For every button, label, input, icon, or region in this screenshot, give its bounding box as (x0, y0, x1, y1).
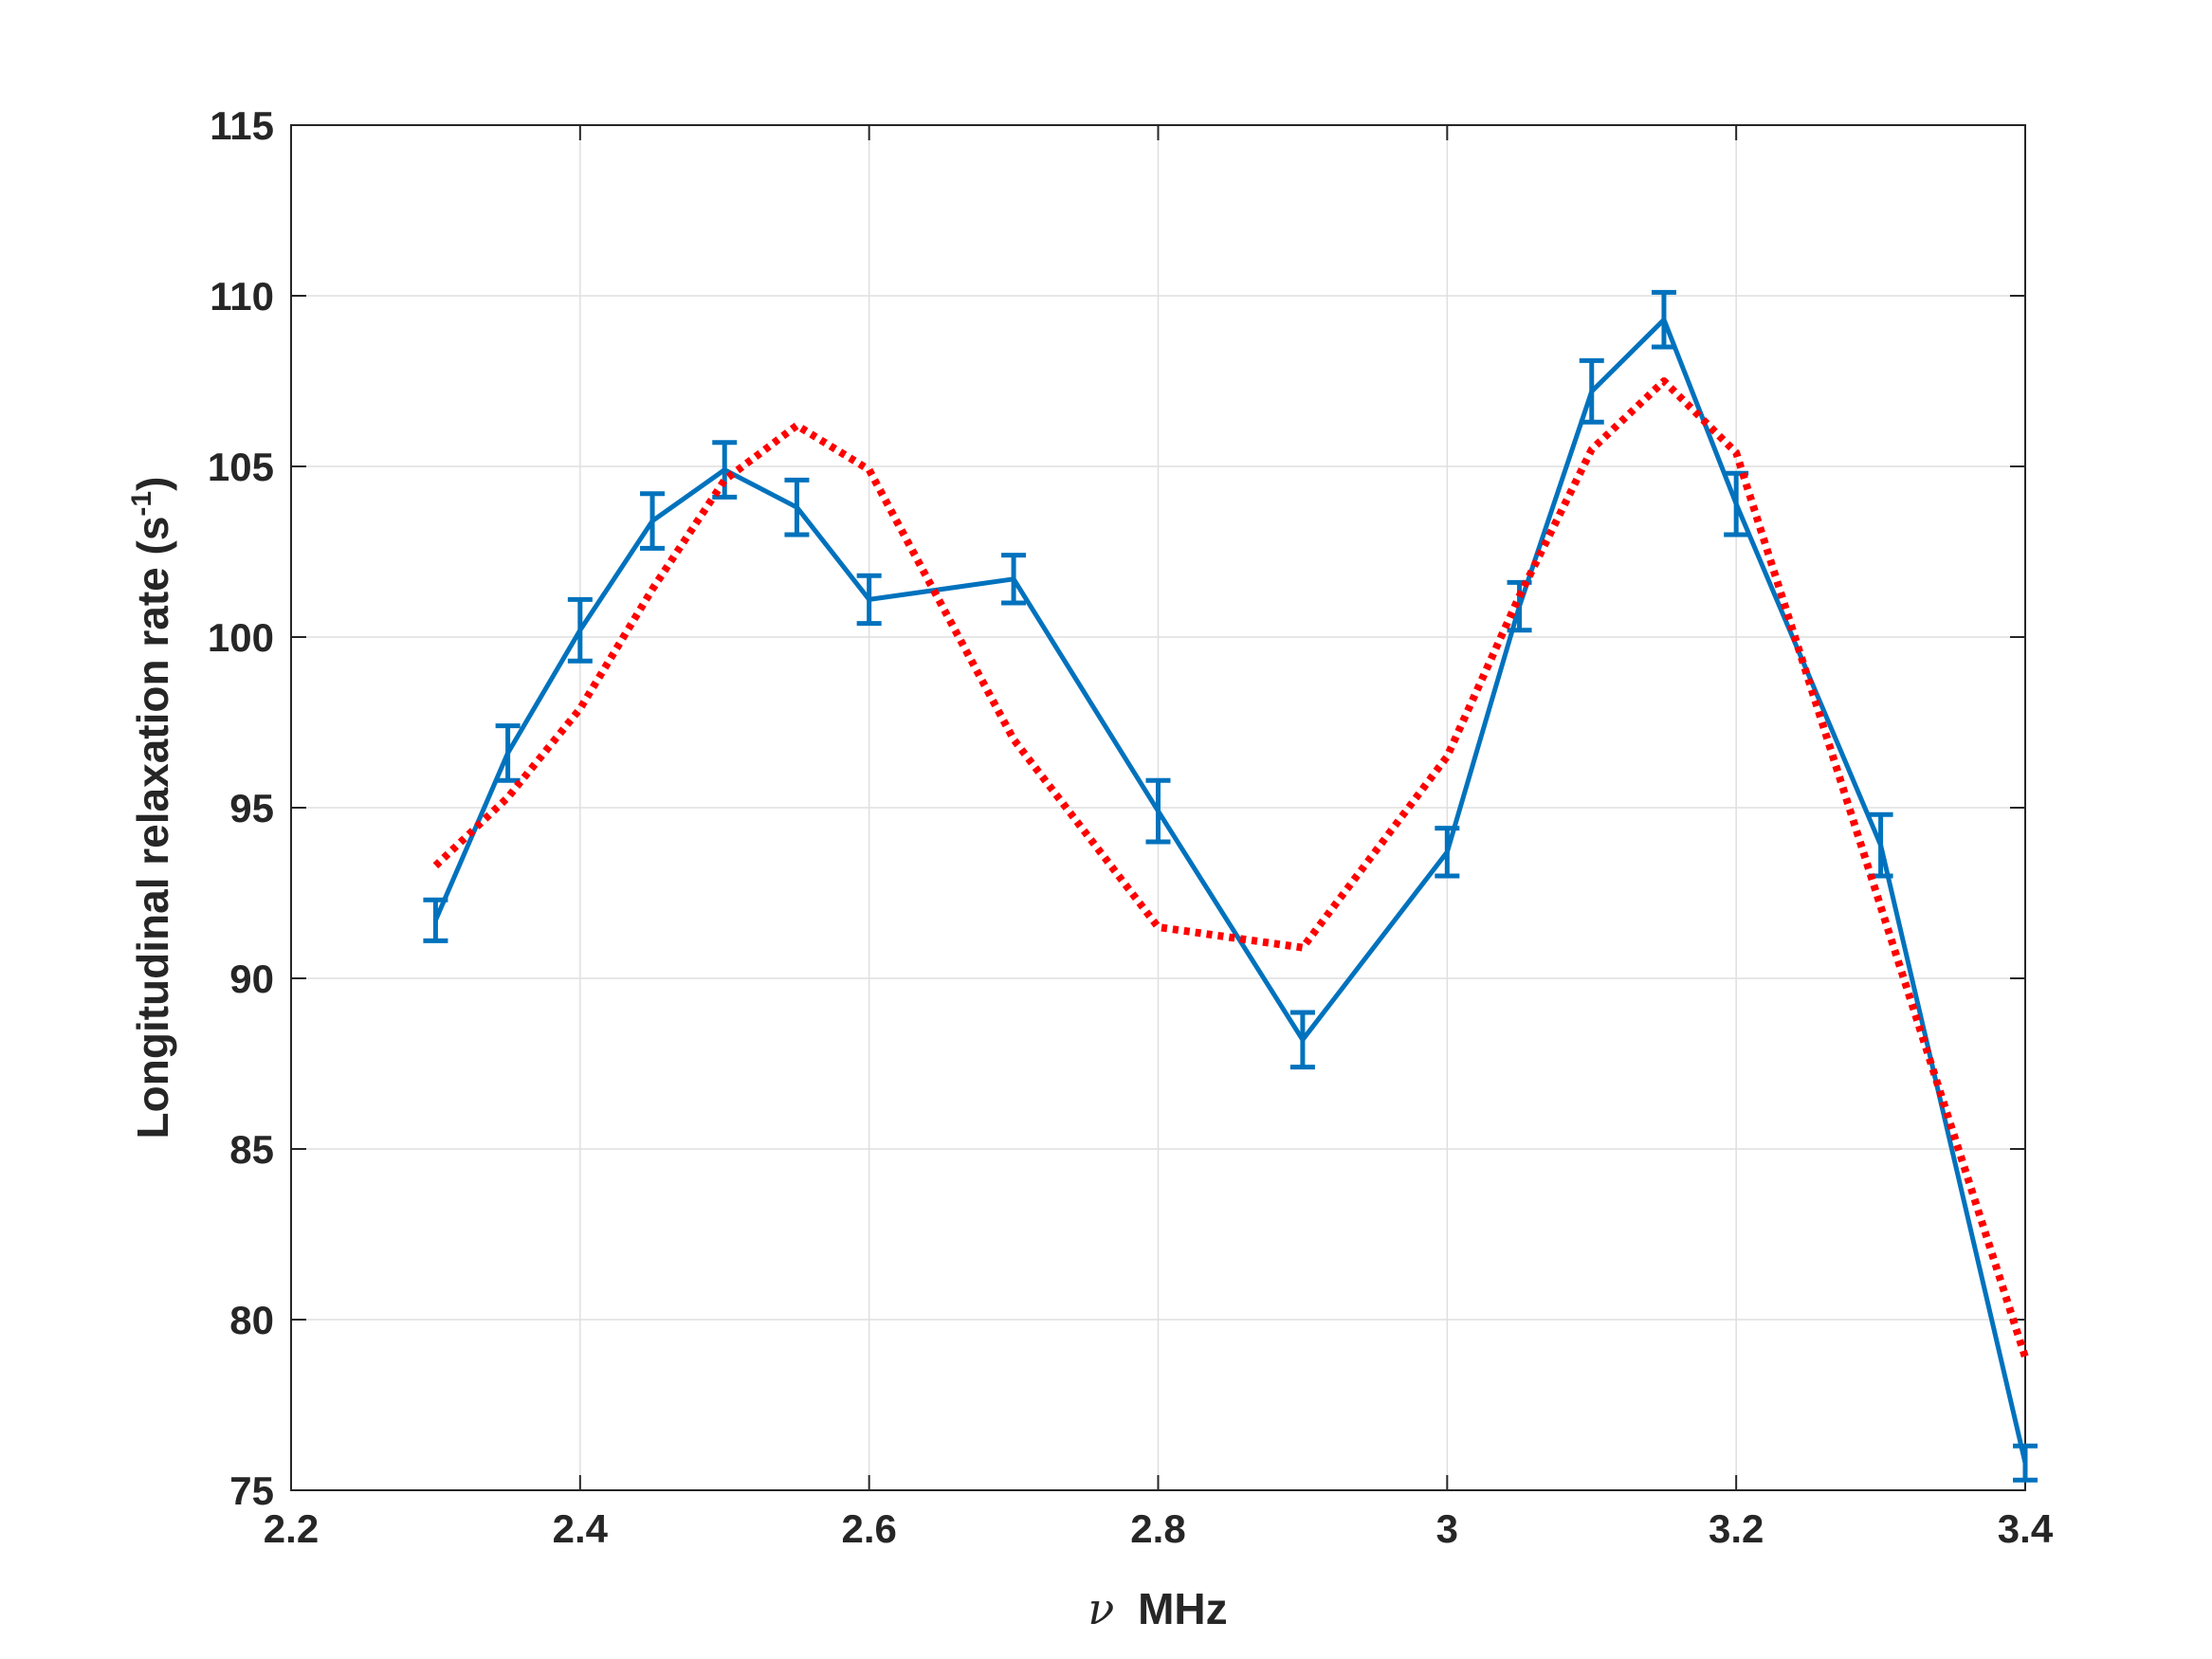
y-axis-title-text: Longitudinal relaxation rate (s (128, 517, 177, 1139)
error-bar (567, 596, 593, 664)
error-bar (1145, 777, 1171, 845)
error-bar (784, 477, 810, 538)
error-bar (856, 573, 882, 627)
series-2 (432, 377, 2029, 1358)
error-bar (423, 897, 448, 943)
x-axis-title: ν MHz (1088, 1583, 1227, 1634)
x-tick-label: 2.6 (841, 1506, 896, 1551)
plot-frame (290, 124, 2026, 1491)
y-tick-label: 110 (210, 274, 274, 319)
y-tick-label: 95 (229, 786, 274, 830)
x-tick-label: 2.4 (553, 1506, 609, 1551)
x-tick-label: 2.8 (1130, 1506, 1185, 1551)
error-bar (2013, 1443, 2038, 1483)
error-bar (495, 723, 521, 783)
y-tick-label: 80 (229, 1298, 274, 1342)
x-tick-label: 3.4 (1998, 1506, 2054, 1551)
y-axis-title-sup: -1 (126, 491, 157, 517)
series-layer (423, 289, 2038, 1483)
y-tick-label: 105 (208, 445, 274, 489)
x-axis-unit: MHz (1138, 1584, 1228, 1633)
y-tick-label: 90 (229, 957, 274, 1001)
x-tick-label: 3 (1436, 1506, 1458, 1551)
x-tick-label: 2.2 (264, 1506, 319, 1551)
error-bar (1435, 826, 1460, 879)
y-axis-title-close: ) (128, 477, 177, 491)
y-tick-label: 75 (229, 1468, 274, 1513)
error-bar (640, 491, 666, 551)
y-tick-labels: 75 80 85 90 95 100 105 110 115 (208, 103, 274, 1513)
x-tick-label: 3.2 (1709, 1506, 1764, 1551)
error-bar (1579, 357, 1604, 425)
error-bar (1651, 289, 1676, 350)
series-1 (423, 289, 2038, 1483)
error-bar (1001, 553, 1027, 606)
y-axis-title: Longitudinal relaxation rate (s-1) (126, 477, 177, 1139)
y-tick-label: 115 (210, 103, 274, 148)
y-tick-label: 85 (229, 1127, 274, 1172)
x-axis-symbol: ν (1088, 1583, 1114, 1634)
x-tick-labels: 2.2 2.4 2.6 2.8 3 3.2 3.4 (264, 1506, 2054, 1551)
series-line-dotted (432, 377, 2029, 1358)
y-tick-label: 100 (208, 615, 274, 660)
error-bar (712, 440, 738, 500)
error-bar (1289, 1010, 1315, 1070)
